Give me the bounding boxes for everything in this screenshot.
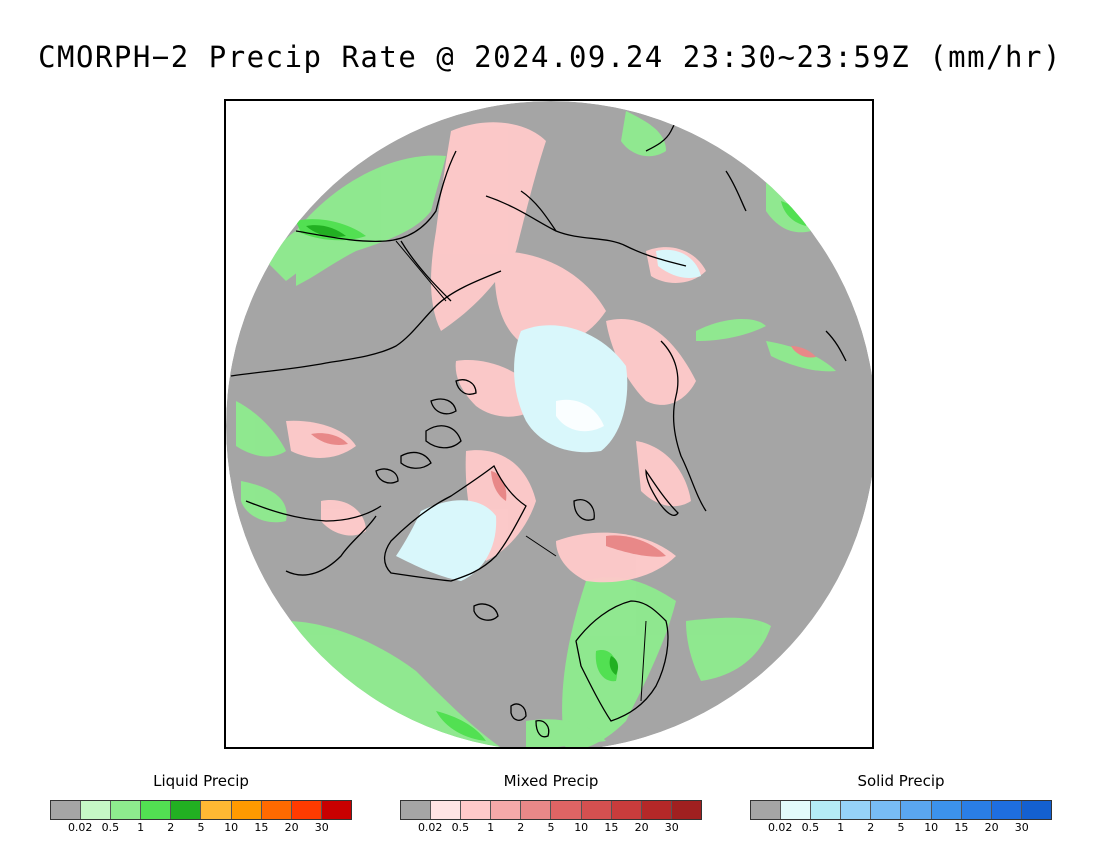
legend-liquid-ticks: 0.02 0.5 1 2 5 10 15 20 30 <box>50 821 352 835</box>
legend-liquid-swatch-2 <box>111 801 142 819</box>
legend-liquid-swatch-3 <box>141 801 172 819</box>
legend-liquid-tick-label: 2 <box>167 821 175 834</box>
legend-liquid-swatch-5 <box>201 801 232 819</box>
legend-liquid-tick-label: 30 <box>314 821 329 834</box>
legend-mixed-swatch-3 <box>491 801 522 819</box>
legend-solid-tick-label: 10 <box>924 821 939 834</box>
legend-mixed-colorbar <box>400 800 702 820</box>
legend-mixed-tick-label: 2 <box>517 821 525 834</box>
legend-mixed-tick-label: 0.5 <box>451 821 470 834</box>
chart-title: CMORPH−2 Precip Rate @ 2024.09.24 23:30~… <box>38 40 1062 74</box>
legend-solid-tick-label: 2 <box>867 821 875 834</box>
legend-solid-tick-label: 1 <box>837 821 845 834</box>
legend-mixed-tick-label: 15 <box>604 821 619 834</box>
legend-liquid-swatch-6 <box>231 801 262 819</box>
legend-solid-swatch-0 <box>751 801 782 819</box>
legend-mixed-tick-label: 20 <box>634 821 649 834</box>
legend-solid-tick-label: 15 <box>954 821 969 834</box>
legend-solid: Solid Precip 0.02 0.5 1 2 5 10 15 20 30 <box>750 772 1052 835</box>
legend-mixed-tick-label: 1 <box>487 821 495 834</box>
legend-liquid-tick-label: 15 <box>254 821 269 834</box>
legend-solid-swatch-1 <box>781 801 812 819</box>
legend-solid-tick-label: 5 <box>897 821 905 834</box>
legend-solid-ticks: 0.02 0.5 1 2 5 10 15 20 30 <box>750 821 1052 835</box>
legend-mixed-swatch-9 <box>671 801 701 819</box>
legend-mixed-swatch-8 <box>641 801 672 819</box>
legend-solid-tick-label: 0.02 <box>767 821 793 834</box>
legend-solid-tick-label: 30 <box>1014 821 1029 834</box>
legend-solid-swatch-6 <box>931 801 962 819</box>
legend-liquid-swatch-0 <box>51 801 82 819</box>
legend-mixed-swatch-0 <box>401 801 432 819</box>
legend-mixed-tick-label: 0.02 <box>417 821 443 834</box>
legend-solid-swatch-4 <box>871 801 902 819</box>
legend-liquid-title: Liquid Precip <box>153 772 249 790</box>
legend-solid-swatch-5 <box>901 801 932 819</box>
legend-liquid: Liquid Precip 0.02 0.5 1 2 5 10 15 20 30 <box>50 772 352 835</box>
coastlines <box>230 105 847 738</box>
legend-mixed-swatch-1 <box>431 801 462 819</box>
liquid-precip-core <box>306 225 619 675</box>
legend-liquid-swatch-1 <box>81 801 112 819</box>
legend-liquid-tick-label: 1 <box>137 821 145 834</box>
legend-liquid-tick-label: 20 <box>284 821 299 834</box>
legend-mixed-tick-label: 30 <box>664 821 679 834</box>
legend-solid-colorbar <box>750 800 1052 820</box>
legend-mixed-swatch-4 <box>521 801 552 819</box>
legend-mixed-swatch-7 <box>611 801 642 819</box>
legend-mixed-swatch-5 <box>551 801 582 819</box>
legend-liquid-tick-label: 0.02 <box>67 821 93 834</box>
legend-solid-swatch-7 <box>961 801 992 819</box>
legend-liquid-swatch-7 <box>261 801 292 819</box>
legend-mixed-ticks: 0.02 0.5 1 2 5 10 15 20 30 <box>400 821 702 835</box>
legend-solid-tick-label: 20 <box>984 821 999 834</box>
legend-liquid-swatch-4 <box>171 801 202 819</box>
legend-solid-tick-label: 0.5 <box>801 821 820 834</box>
legend-solid-swatch-3 <box>841 801 872 819</box>
polar-map <box>224 99 874 749</box>
legend-solid-swatch-9 <box>1021 801 1051 819</box>
legend-mixed-swatch-2 <box>461 801 492 819</box>
legend-solid-title: Solid Precip <box>857 772 945 790</box>
legend-mixed-tick-label: 10 <box>574 821 589 834</box>
map-canvas <box>226 101 872 747</box>
legend-liquid-tick-label: 10 <box>224 821 239 834</box>
legend-mixed-tick-label: 5 <box>547 821 555 834</box>
legend-liquid-tick-label: 0.5 <box>101 821 120 834</box>
legend-liquid-swatch-9 <box>321 801 351 819</box>
legend-liquid-colorbar <box>50 800 352 820</box>
legend-mixed-swatch-6 <box>581 801 612 819</box>
liquid-precip-areas <box>236 111 836 747</box>
borders <box>395 240 647 702</box>
legend-mixed: Mixed Precip 0.02 0.5 1 2 5 10 15 20 30 <box>400 772 702 835</box>
legend-liquid-tick-label: 5 <box>197 821 205 834</box>
legend-solid-swatch-8 <box>991 801 1022 819</box>
mixed-precip-moderate <box>311 346 816 557</box>
legend-solid-swatch-2 <box>811 801 842 819</box>
legend-liquid-swatch-8 <box>291 801 322 819</box>
legend-mixed-title: Mixed Precip <box>503 772 599 790</box>
solid-precip-light <box>556 399 604 432</box>
